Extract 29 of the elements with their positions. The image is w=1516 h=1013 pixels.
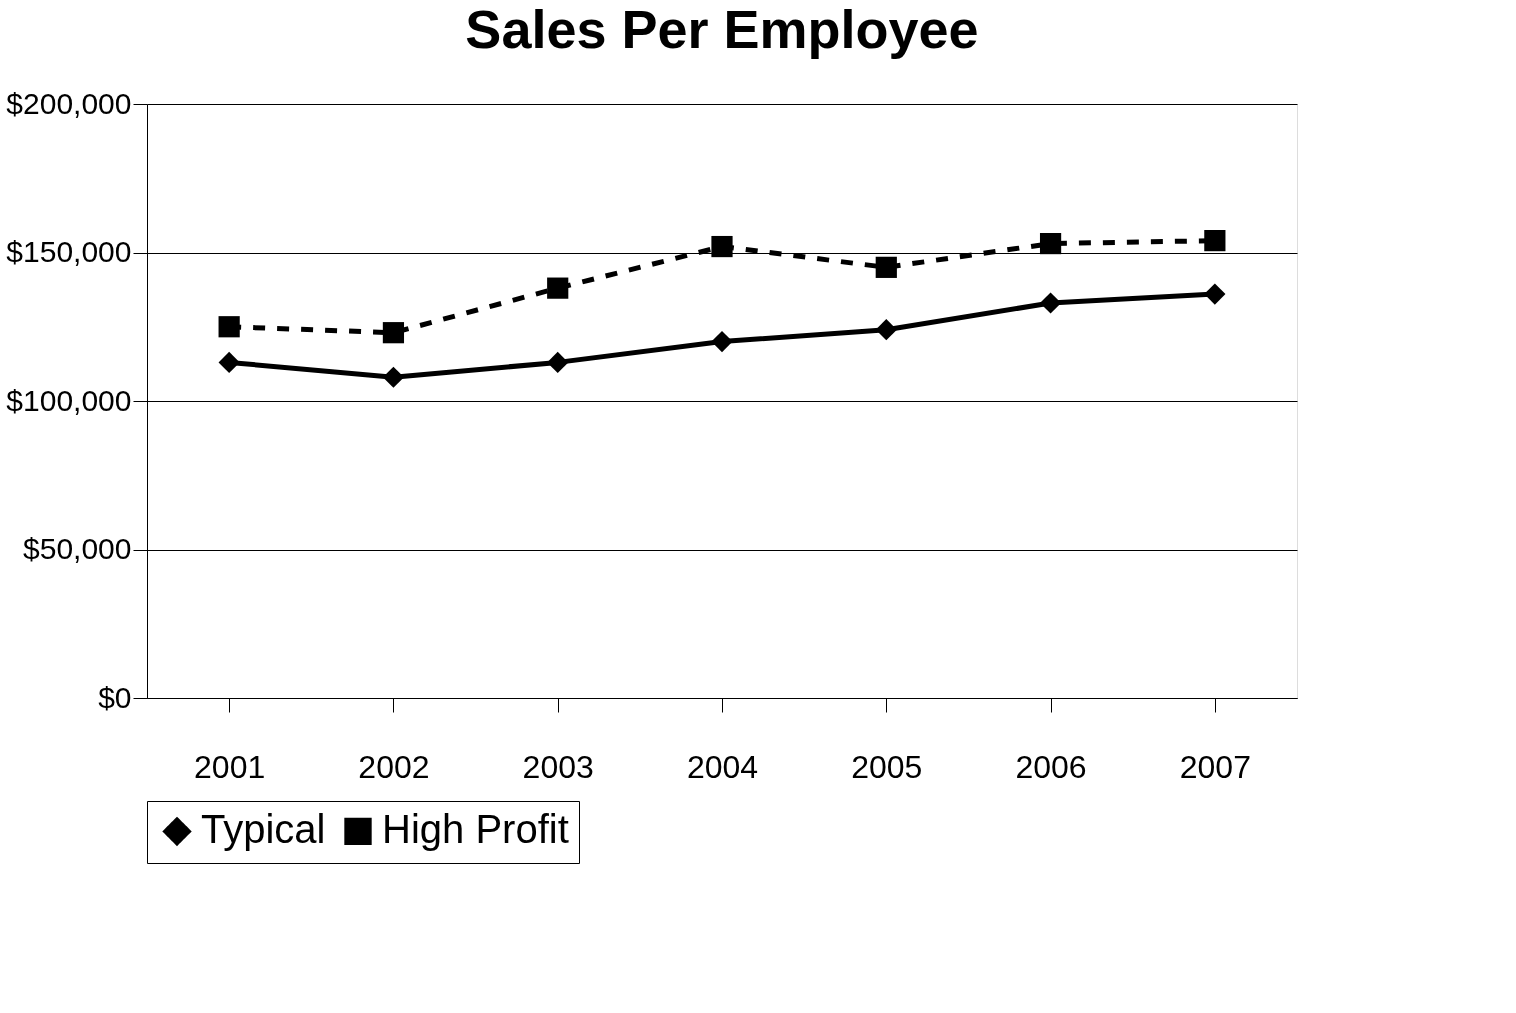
point (547, 351, 569, 373)
point (875, 256, 897, 278)
legend-label: Typical (201, 807, 326, 852)
point (218, 316, 240, 338)
x-tick-label: 2005 (851, 748, 923, 785)
chart-title: Sales Per Employee (465, 0, 979, 59)
point (382, 322, 405, 344)
point (875, 319, 897, 341)
y-tick-label: $50,000 (23, 532, 132, 565)
point (1204, 230, 1226, 252)
y-tick-label: $100,000 (6, 383, 132, 417)
point (1204, 283, 1226, 305)
point (711, 235, 733, 258)
x-tick-label: 2006 (1015, 748, 1087, 785)
point (547, 277, 569, 299)
x-tick-label: 2007 (1179, 748, 1251, 785)
x-tick-label: 2002 (358, 748, 430, 785)
point (218, 351, 240, 373)
x-tick-label: 2003 (522, 748, 594, 785)
point (1039, 232, 1062, 255)
y-tick-label: $200,000 (6, 86, 132, 120)
y-tick-label: $150,000 (6, 235, 132, 268)
x-tick-label: 2004 (686, 748, 759, 785)
x-tick-label: 2001 (194, 748, 266, 785)
point (1039, 292, 1062, 314)
point (711, 330, 733, 353)
point (382, 366, 405, 388)
legend-label: High Profit (382, 807, 569, 852)
y-tick-label: $0 (98, 680, 132, 714)
